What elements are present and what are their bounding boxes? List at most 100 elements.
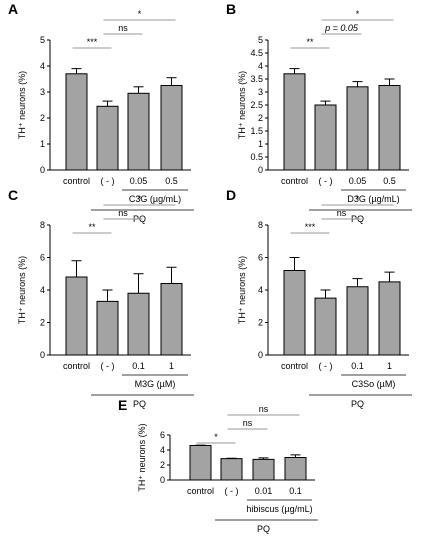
comparison-label-2: * xyxy=(356,194,360,204)
y-tick-label: 4 xyxy=(258,61,263,71)
y-tick-label: 2 xyxy=(258,113,263,123)
category-label-1: ( - ) xyxy=(101,176,115,186)
y-axis-label: TH⁺ neurons (%) xyxy=(17,71,27,139)
bar-2 xyxy=(346,86,369,171)
panel-A: A 0 1 2 3 4 5 TH⁺ neurons (%) control ( - ) 0.05 0.… xyxy=(8,1,194,224)
comparison-label-2: * xyxy=(138,194,142,204)
bar-0 xyxy=(65,73,88,171)
y-tick-label: 0 xyxy=(40,165,45,175)
bar-3 xyxy=(160,283,183,356)
treatment-label: C3G (µg/mL) xyxy=(129,194,181,204)
category-label-2: 0.01 xyxy=(255,486,273,496)
category-label-1: ( - ) xyxy=(225,486,239,496)
panel-label-C: C xyxy=(8,187,18,203)
category-label-3: 0.5 xyxy=(383,176,396,186)
bar-2 xyxy=(127,292,150,356)
y-tick-label: 8 xyxy=(40,220,45,230)
comparison-label-0: ** xyxy=(306,37,314,47)
bar-3 xyxy=(160,85,183,171)
comparison-label-1: p = 0.05 xyxy=(324,23,359,33)
panel-label-B: B xyxy=(226,1,236,17)
y-tick-label: 2 xyxy=(258,318,263,328)
y-tick-label: 6 xyxy=(40,253,45,263)
bar-0 xyxy=(283,270,306,356)
panel-D: D 0 2 4 6 8 TH⁺ neurons (%) control ( - ) 0.1 1 C3S… xyxy=(226,187,412,409)
y-tick-label: 6 xyxy=(160,430,165,440)
bar-1 xyxy=(314,104,337,171)
y-tick-label: 0.5 xyxy=(250,152,263,162)
y-tick-label: 4.5 xyxy=(250,48,263,58)
y-tick-label: 0 xyxy=(40,350,45,360)
y-tick-label: 2.5 xyxy=(250,100,263,110)
bar-2 xyxy=(127,92,150,171)
y-tick-label: 3 xyxy=(258,87,263,97)
bar-3 xyxy=(284,457,307,481)
category-label-0: control xyxy=(63,176,90,186)
panel-C: C 0 2 4 6 8 TH⁺ neurons (%) control ( - ) 0.1 1 M3G… xyxy=(8,187,194,409)
y-tick-label: 0 xyxy=(258,350,263,360)
category-label-3: 1 xyxy=(169,361,174,371)
y-tick-label: 2 xyxy=(160,460,165,470)
bar-1 xyxy=(96,105,119,171)
category-label-0: control xyxy=(187,486,214,496)
bar-0 xyxy=(65,276,88,356)
panel-label-A: A xyxy=(8,1,18,17)
category-label-3: 1 xyxy=(387,361,392,371)
y-axis-label: TH⁺ neurons (%) xyxy=(237,256,247,324)
category-label-1: ( - ) xyxy=(101,361,115,371)
treatment-label: C3So (µM) xyxy=(352,379,396,389)
bar-1 xyxy=(314,297,337,356)
y-tick-label: 1 xyxy=(258,139,263,149)
category-label-0: control xyxy=(281,176,308,186)
y-tick-label: 5 xyxy=(258,35,263,45)
category-label-1: ( - ) xyxy=(319,176,333,186)
group-label: PQ xyxy=(351,399,364,409)
y-tick-label: 2 xyxy=(40,318,45,328)
category-label-0: control xyxy=(281,361,308,371)
panel-E: E 0 2 4 6 TH⁺ neurons (%) control ( - ) 0.01 0.1 h… xyxy=(118,397,318,534)
treatment-label: hibiscus (µg/mL) xyxy=(246,504,312,514)
y-tick-label: 1 xyxy=(40,139,45,149)
category-label-2: 0.1 xyxy=(132,361,145,371)
y-tick-label: 0 xyxy=(258,165,263,175)
comparison-label-0: *** xyxy=(87,37,98,47)
bar-3 xyxy=(378,85,401,171)
comparison-label-1: ns xyxy=(118,23,128,33)
comparison-label-0: *** xyxy=(305,222,316,232)
y-tick-label: 0 xyxy=(160,475,165,485)
treatment-label: D3G (µg/mL) xyxy=(347,194,399,204)
group-label: PQ xyxy=(257,524,270,534)
y-tick-label: 6 xyxy=(258,253,263,263)
bar-1 xyxy=(220,458,243,481)
bar-0 xyxy=(283,73,306,171)
y-tick-label: 2 xyxy=(40,113,45,123)
comparison-label-0: * xyxy=(214,432,218,442)
y-tick-label: 3.5 xyxy=(250,74,263,84)
y-axis-label: TH⁺ neurons (%) xyxy=(17,256,27,324)
y-axis-label: TH⁺ neurons (%) xyxy=(137,423,147,491)
comparison-label-1: ns xyxy=(243,418,253,428)
bar-1 xyxy=(96,300,119,356)
y-axis-label: TH⁺ neurons (%) xyxy=(237,71,247,139)
comparison-label-1: ns xyxy=(118,208,128,218)
comparison-label-2: * xyxy=(356,9,360,19)
bar-3 xyxy=(378,281,401,356)
comparison-label-1: ns xyxy=(337,208,347,218)
category-label-2: 0.05 xyxy=(130,176,148,186)
y-tick-label: 3 xyxy=(40,87,45,97)
panel-B: B 0 0.5 1 1.5 2 2.5 3 3.5 4 4.5 5 TH⁺ neurons (%) con… xyxy=(226,1,412,224)
comparison-label-0: ** xyxy=(88,222,96,232)
y-tick-label: 8 xyxy=(258,220,263,230)
treatment-label: M3G (µM) xyxy=(135,379,176,389)
category-label-2: 0.05 xyxy=(349,176,367,186)
comparison-label-2: * xyxy=(138,9,142,19)
category-label-2: 0.1 xyxy=(351,361,364,371)
panel-label-E: E xyxy=(118,397,127,413)
group-label: PQ xyxy=(133,399,146,409)
bar-2 xyxy=(252,458,275,481)
y-tick-label: 1.5 xyxy=(250,126,263,136)
bar-2 xyxy=(346,286,369,356)
y-tick-label: 4 xyxy=(40,61,45,71)
y-tick-label: 4 xyxy=(160,445,165,455)
